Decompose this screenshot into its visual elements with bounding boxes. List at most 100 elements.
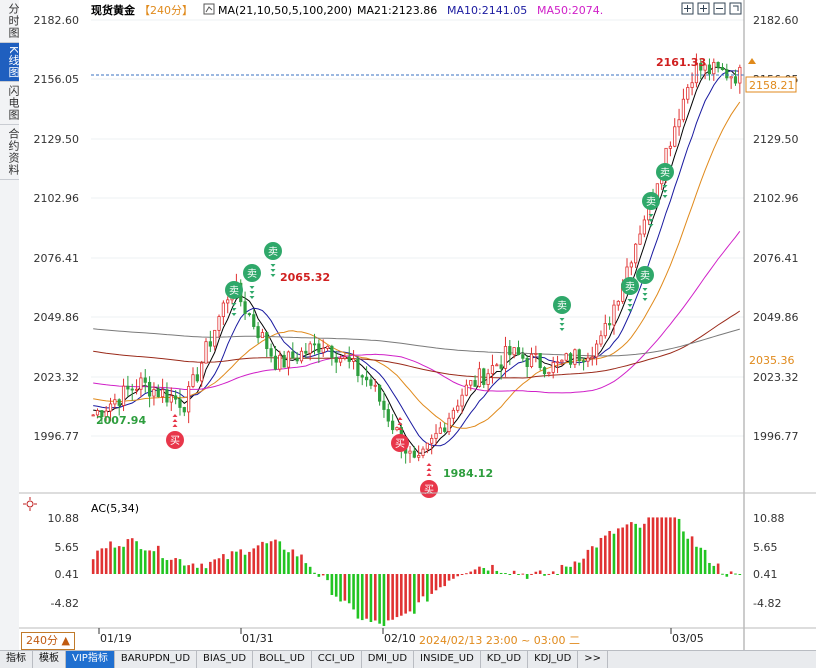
tab-indicator[interactable]: 指标 xyxy=(0,651,33,668)
signal-label: 买 xyxy=(395,438,405,450)
candle-body xyxy=(91,414,95,417)
tab-boll[interactable]: BOLL_UD xyxy=(253,651,312,668)
tab-contract-info[interactable]: 合约资料 xyxy=(0,125,20,181)
tab-template[interactable]: 模板 xyxy=(33,651,66,668)
signal-label: 卖 xyxy=(557,300,567,312)
tab-timeshare[interactable]: 分时图 xyxy=(0,0,20,43)
ac-bar xyxy=(122,546,125,574)
ac-bar xyxy=(738,574,742,575)
price-tick-left: 2049.86 xyxy=(34,311,80,324)
ac-bar xyxy=(556,574,559,575)
ac-bar xyxy=(243,554,247,574)
candle-body xyxy=(308,343,312,354)
tab-more[interactable]: >> xyxy=(578,651,609,668)
ac-bar xyxy=(517,574,520,575)
expand-icon[interactable] xyxy=(729,2,742,15)
candle-body xyxy=(568,353,573,365)
ac-bar xyxy=(543,574,546,576)
tab-inside[interactable]: INSIDE_UD xyxy=(414,651,481,668)
buy-signal[interactable]: 买 xyxy=(166,414,184,449)
ac-bar xyxy=(617,528,620,574)
ac-bar xyxy=(230,551,234,574)
tab-bias[interactable]: BIAS_UD xyxy=(197,651,254,668)
tab-kd[interactable]: KD_UD xyxy=(481,651,529,668)
candle-body xyxy=(282,354,286,368)
ma21-value: MA21:2123.86 xyxy=(357,4,437,17)
sell-signal[interactable]: 卖 xyxy=(636,266,654,301)
sell-signal[interactable]: 卖 xyxy=(621,277,639,312)
ac-bar xyxy=(525,574,529,579)
ac-bar xyxy=(100,548,104,574)
ac-bar xyxy=(538,570,542,574)
period-selector[interactable]: 240分 ▲ xyxy=(21,632,75,650)
signal-badge xyxy=(642,192,660,210)
chart-area[interactable]: 现货黄金 【240分】 MA(21,10,50,5,100,200) MA21:… xyxy=(19,0,816,650)
sell-signal[interactable]: 卖 xyxy=(642,192,660,227)
tab-vip-indicator[interactable]: VIP指标 xyxy=(66,651,115,668)
candle-body xyxy=(364,376,369,381)
candle-body xyxy=(512,347,516,356)
chart-type-icon[interactable] xyxy=(203,3,215,15)
arrow-down-icon xyxy=(249,291,255,294)
candle-body xyxy=(304,350,308,354)
sell-signal[interactable]: 卖 xyxy=(264,242,282,277)
price-tick: 1996.77 xyxy=(753,430,799,443)
sell-signal[interactable]: 卖 xyxy=(656,163,674,198)
ac-bar xyxy=(547,573,551,575)
toolbar-icons xyxy=(681,2,742,15)
ac-bar xyxy=(326,574,329,581)
ac-tick-left: -4.82 xyxy=(51,597,79,610)
price-tick: 2049.86 xyxy=(753,311,799,324)
ac-bar xyxy=(104,548,108,574)
tab-flash[interactable]: 闪电图 xyxy=(0,82,20,126)
sell-signal[interactable]: 卖 xyxy=(225,281,243,316)
tab-kline[interactable]: K线图 xyxy=(0,43,20,83)
candle-body xyxy=(499,364,503,369)
candle-body xyxy=(412,450,416,458)
arrow-down-icon xyxy=(648,219,654,222)
zoom-out-icon[interactable] xyxy=(713,2,726,15)
ac-bar xyxy=(386,574,390,621)
candle-body xyxy=(668,145,672,149)
candle-body xyxy=(486,373,490,385)
current-price-tag xyxy=(745,76,797,93)
sell-signal[interactable]: 卖 xyxy=(243,264,261,299)
zoom-in-icon[interactable] xyxy=(697,2,710,15)
ac-bar xyxy=(460,574,464,575)
tab-barupdn[interactable]: BARUPDN_UD xyxy=(115,651,198,668)
crosshair-icon[interactable] xyxy=(681,2,694,15)
candle-body xyxy=(369,379,373,386)
high-annotation: 2161.33 xyxy=(656,56,706,69)
candle-body xyxy=(508,346,512,356)
ac-bar xyxy=(313,572,316,574)
signal-badge xyxy=(656,163,674,181)
sell-signal[interactable]: 卖 xyxy=(553,296,571,331)
candle-body xyxy=(469,380,473,386)
candle-body xyxy=(547,371,551,375)
candle-body xyxy=(221,302,225,317)
candle-body xyxy=(395,427,399,431)
ac-bar xyxy=(482,567,486,574)
buy-signal[interactable]: 买 xyxy=(391,417,409,452)
candle-body xyxy=(351,358,356,362)
ac-bar xyxy=(391,574,394,620)
ac-bar xyxy=(491,564,494,574)
price-tick-left: 2156.05 xyxy=(34,73,80,86)
candle-body xyxy=(673,126,677,147)
tab-cci[interactable]: CCI_UD xyxy=(312,651,362,668)
candle-body xyxy=(720,66,725,71)
ac-bar xyxy=(656,517,659,574)
signal-label: 买 xyxy=(424,484,434,496)
ac-bar xyxy=(222,554,225,574)
ac-bar xyxy=(295,556,299,574)
ac-bar xyxy=(569,566,572,574)
tab-kdj[interactable]: KDJ_UD xyxy=(528,651,579,668)
ac-bar xyxy=(239,549,243,574)
arrow-down-icon xyxy=(559,323,565,326)
candle-body xyxy=(438,427,442,434)
candle-body xyxy=(278,354,282,370)
tab-dmi[interactable]: DMI_UD xyxy=(362,651,415,668)
sun-icon[interactable] xyxy=(23,497,37,511)
low-annotation: 1984.12 xyxy=(443,467,493,480)
ac-bar xyxy=(647,517,650,574)
